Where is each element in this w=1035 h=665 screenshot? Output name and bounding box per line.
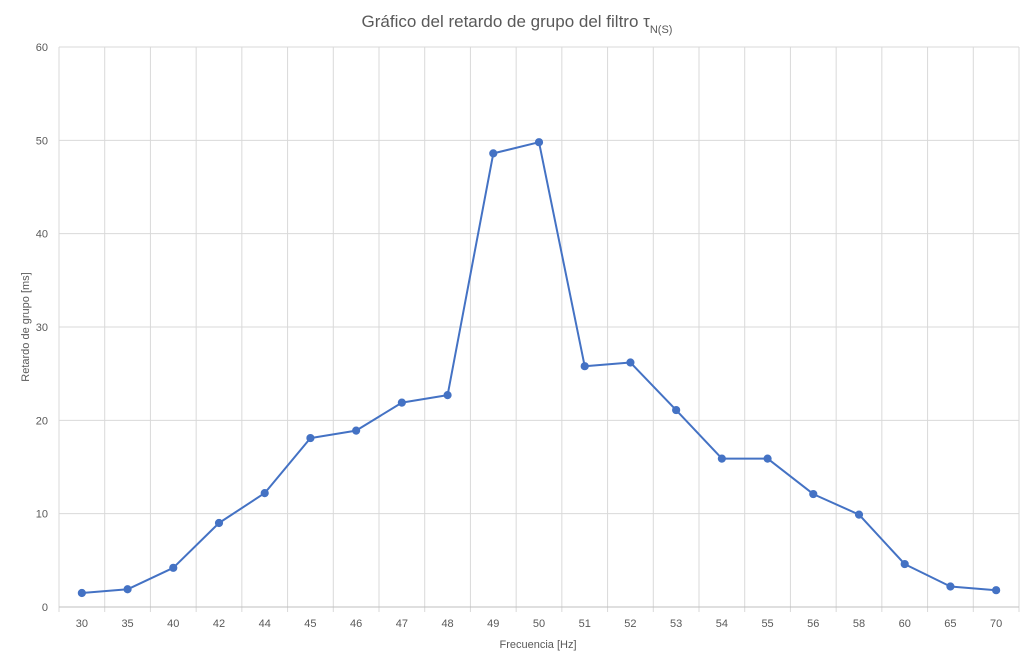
chart-title: Gráfico del retardo de grupo del filtro … bbox=[362, 12, 673, 36]
data-point bbox=[900, 559, 909, 569]
x-tick-label: 30 bbox=[76, 618, 88, 630]
series-layer bbox=[77, 138, 1001, 598]
x-tick-label: 58 bbox=[853, 618, 865, 630]
data-point bbox=[489, 149, 498, 158]
data-point bbox=[123, 585, 132, 594]
y-tick-label: 0 bbox=[42, 602, 48, 614]
grid bbox=[58, 46, 1020, 612]
x-tick-label: 53 bbox=[670, 618, 682, 630]
data-point bbox=[260, 489, 269, 498]
x-tick-label: 44 bbox=[259, 618, 271, 630]
x-tick-label: 40 bbox=[167, 618, 179, 630]
data-point bbox=[626, 358, 635, 367]
x-tick-label: 54 bbox=[716, 618, 728, 630]
y-tick-label: 30 bbox=[36, 322, 48, 334]
data-point bbox=[77, 588, 86, 598]
data-point bbox=[763, 454, 772, 463]
x-tick-label: 65 bbox=[944, 618, 956, 630]
x-tick-label: 46 bbox=[350, 618, 362, 630]
data-point bbox=[809, 489, 818, 499]
x-tick-label: 47 bbox=[396, 618, 408, 630]
x-tick-label: 55 bbox=[761, 618, 773, 630]
y-tick-label: 20 bbox=[36, 415, 48, 427]
data-point bbox=[534, 138, 544, 147]
x-tick-label: 42 bbox=[213, 618, 225, 630]
x-tick-label: 48 bbox=[441, 618, 453, 630]
x-tick-labels: 30 35 40 42 44 45 46 47 48 49 50 51 52 53 54 55 56 58 60 65… bbox=[76, 618, 1003, 630]
data-point bbox=[946, 582, 955, 591]
data-point bbox=[580, 362, 589, 371]
x-tick-label: 52 bbox=[624, 618, 636, 630]
data-point bbox=[397, 398, 406, 407]
x-tick-label: 70 bbox=[990, 618, 1002, 630]
x-tick-label: 49 bbox=[487, 618, 499, 630]
y-tick-label: 50 bbox=[36, 135, 48, 147]
x-tick-label: 51 bbox=[579, 618, 591, 630]
data-point bbox=[306, 433, 315, 443]
data-point bbox=[214, 518, 224, 528]
x-axis-label: Frecuencia [Hz] bbox=[499, 639, 576, 651]
data-point bbox=[352, 426, 361, 435]
x-tick-label: 50 bbox=[533, 618, 545, 630]
data-point bbox=[169, 563, 178, 572]
chart-title-subscript: N(S) bbox=[650, 24, 673, 36]
x-tick-label: 45 bbox=[304, 618, 316, 630]
x-tick-label: 60 bbox=[899, 618, 911, 630]
y-tick-label: 10 bbox=[36, 509, 48, 521]
y-tick-label: 40 bbox=[36, 229, 48, 241]
y-axis-label: Retardo de grupo [ms] bbox=[20, 272, 32, 381]
data-point bbox=[672, 405, 681, 415]
x-tick-label: 56 bbox=[807, 618, 819, 630]
data-point bbox=[717, 454, 726, 463]
x-tick-label: 35 bbox=[121, 618, 133, 630]
data-point bbox=[443, 391, 452, 400]
data-point bbox=[992, 586, 1001, 595]
y-tick-labels: 0 10 20 30 40 50 60 bbox=[36, 42, 48, 614]
y-tick-label: 60 bbox=[36, 42, 48, 54]
data-point bbox=[854, 510, 864, 519]
chart-title-main: Gráfico del retardo de grupo del filtro … bbox=[362, 12, 651, 31]
